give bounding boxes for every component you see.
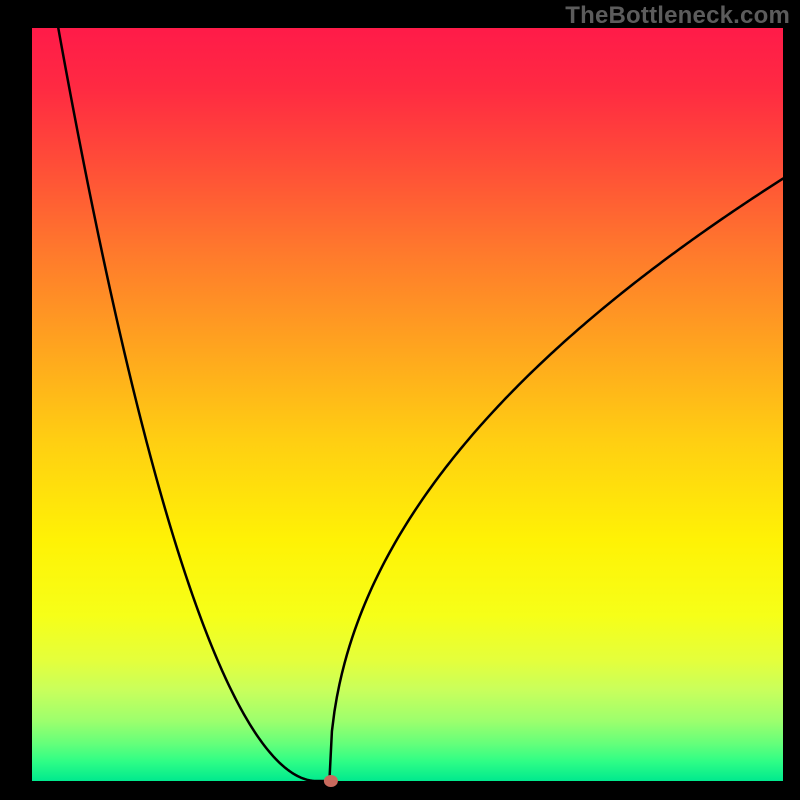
watermark-text: TheBottleneck.com xyxy=(565,2,790,30)
plot-background xyxy=(32,28,783,781)
vertex-marker xyxy=(324,775,338,787)
chart-frame: { "watermark": { "text": "TheBottleneck.… xyxy=(0,0,800,800)
chart-svg xyxy=(0,0,800,800)
